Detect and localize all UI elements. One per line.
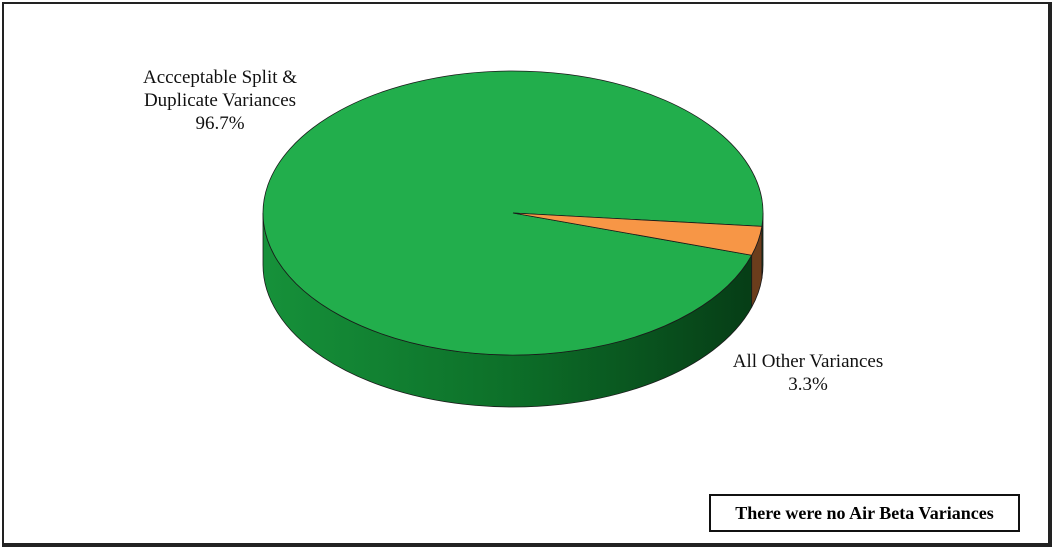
slice-label-acceptable-line2: Duplicate Variances: [143, 90, 297, 111]
pie-slices: [262, 70, 764, 356]
slice-value-other: 3.3%: [788, 374, 828, 395]
note-box: There were no Air Beta Variances: [709, 494, 1020, 532]
slice-label-other: All Other Variances 3.3%: [708, 350, 908, 396]
slice-label-other-line1: All Other Variances: [732, 351, 884, 372]
chart-frame: [2, 2, 1052, 547]
slice-value-acceptable: 96.7%: [195, 113, 245, 134]
slice-label-acceptable: Accceptable Split & Duplicate Variances …: [120, 66, 320, 135]
slice-label-acceptable-line1: Accceptable Split &: [142, 67, 298, 88]
slice-top-1: [512, 212, 763, 256]
